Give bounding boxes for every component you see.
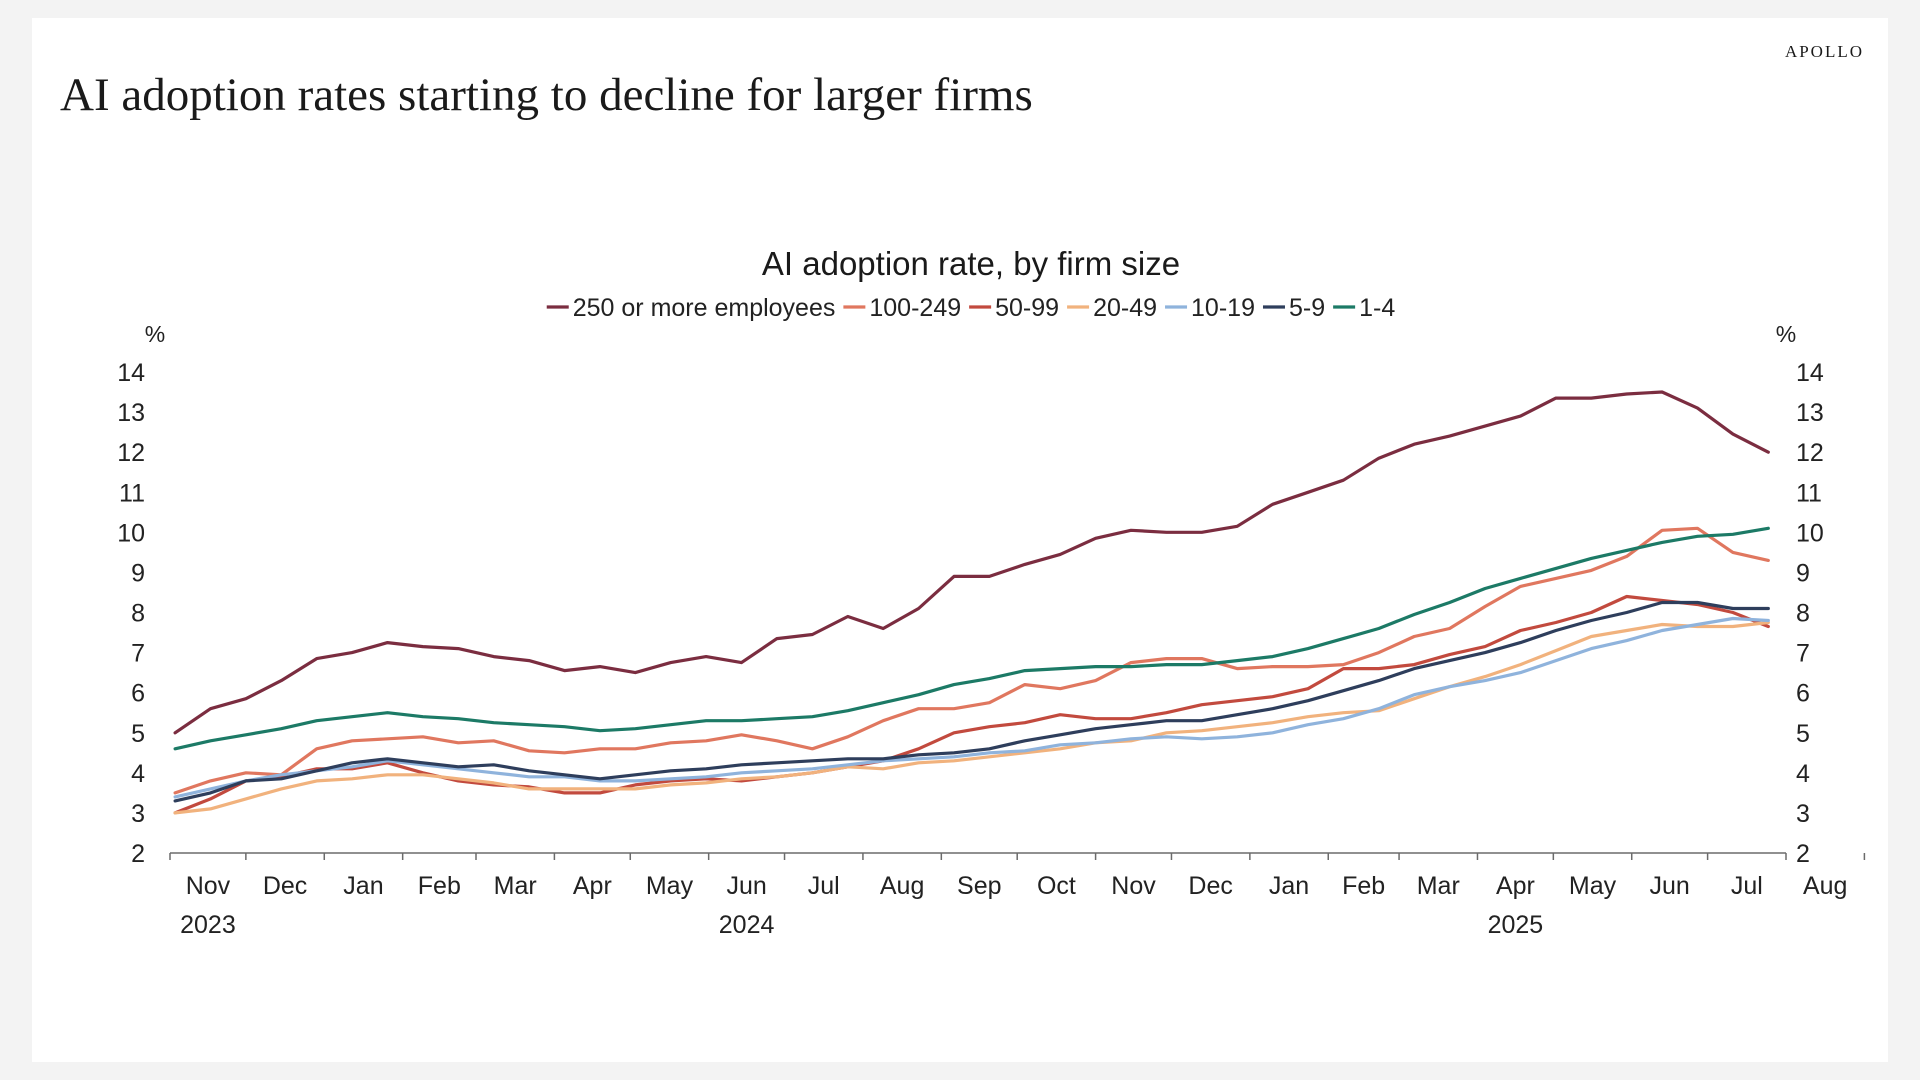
y-tick-label-left: 11 xyxy=(119,479,145,507)
y-tick-label-left: 2 xyxy=(131,840,145,868)
legend-item: 5-9 xyxy=(1262,294,1325,322)
page-title: AI adoption rates starting to decline fo… xyxy=(60,69,1033,121)
y-axis-left: 2 3 4 5 6 7 8 9 10 11 12 13 14 xyxy=(117,359,145,868)
x-year-label: 2023 xyxy=(180,911,236,939)
chart-card xyxy=(32,18,1888,1062)
legend-item: 250 or more employees xyxy=(546,294,836,322)
x-tick-label: May xyxy=(646,872,694,900)
series-line-10-19 xyxy=(173,616,1770,799)
y-tick-label-left: 8 xyxy=(131,600,145,628)
x-tick-label: Oct xyxy=(1037,872,1076,900)
legend-label: 100-249 xyxy=(869,294,961,322)
x-tick-label: Nov xyxy=(186,872,231,900)
x-tick-label: Aug xyxy=(880,872,924,900)
legend-item: 20-49 xyxy=(1067,294,1157,322)
series-line-20-49 xyxy=(173,620,1770,815)
y-tick-label-left: 13 xyxy=(117,399,145,427)
x-tick-label: Apr xyxy=(573,872,612,900)
series-line-5-9 xyxy=(173,600,1770,803)
legend-item: 50-99 xyxy=(969,294,1059,322)
x-tick-label: Apr xyxy=(1496,872,1535,900)
y-tick-label-left: 6 xyxy=(131,680,145,708)
x-tick-label: Jan xyxy=(343,872,383,900)
series-line-250-or-more-employees xyxy=(173,390,1770,735)
legend-label: 5-9 xyxy=(1289,294,1325,322)
x-axis: Nov Dec Jan Feb Mar Apr May Jun Jul Aug Sep Oct Nov D… xyxy=(169,852,1866,939)
y-tick-label-right: 5 xyxy=(1796,720,1810,748)
y-tick-label-right: 2 xyxy=(1796,840,1810,868)
x-tick-label: Jun xyxy=(1650,872,1690,900)
series-layer xyxy=(173,390,1770,815)
x-tick-label: Jan xyxy=(1269,872,1309,900)
legend-item: 1-4 xyxy=(1333,294,1395,322)
brand-logo: APOLLO xyxy=(1784,42,1864,61)
y-tick-label-left: 10 xyxy=(117,519,145,547)
y-tick-label-left: 9 xyxy=(131,559,145,587)
y-tick-label-right: 10 xyxy=(1796,519,1824,547)
y-unit-right: % xyxy=(1776,321,1796,347)
legend-label: 20-49 xyxy=(1093,294,1157,322)
y-tick-label-right: 6 xyxy=(1796,680,1810,708)
y-tick-label-left: 5 xyxy=(131,720,145,748)
y-axis-right: 2 3 4 5 6 7 8 9 10 11 12 13 14 xyxy=(1796,359,1824,868)
x-tick-label: Dec xyxy=(263,872,307,900)
x-tick-label: Aug xyxy=(1803,872,1847,900)
y-tick-label-right: 9 xyxy=(1796,559,1810,587)
chart-title: AI adoption rate, by firm size xyxy=(762,245,1180,282)
x-tick-label: Jul xyxy=(1731,872,1763,900)
legend-label: 250 or more employees xyxy=(573,294,836,322)
legend-label: 50-99 xyxy=(995,294,1059,322)
series-line-100-249 xyxy=(173,526,1770,795)
x-tick-label: Jul xyxy=(808,872,840,900)
x-tick-label: Dec xyxy=(1188,872,1232,900)
y-tick-label-left: 14 xyxy=(117,359,145,387)
x-tick-label: Sep xyxy=(957,872,1001,900)
x-tick-label: Jun xyxy=(726,872,766,900)
y-tick-label-right: 14 xyxy=(1796,359,1824,387)
x-tick-label: May xyxy=(1569,872,1617,900)
y-tick-label-right: 4 xyxy=(1796,760,1810,788)
x-year-label: 2025 xyxy=(1488,911,1544,939)
series-line-1-4 xyxy=(173,526,1770,751)
y-tick-label-right: 3 xyxy=(1796,800,1810,828)
y-unit-left: % xyxy=(145,321,165,347)
y-tick-label-right: 12 xyxy=(1796,439,1824,467)
y-tick-label-left: 3 xyxy=(131,800,145,828)
x-tick-label: Feb xyxy=(418,872,461,900)
x-tick-label: Mar xyxy=(494,872,537,900)
y-tick-label-right: 7 xyxy=(1796,640,1810,668)
y-tick-label-right: 11 xyxy=(1796,479,1822,507)
y-tick-label-right: 13 xyxy=(1796,399,1824,427)
y-tick-label-right: 8 xyxy=(1796,600,1810,628)
legend: 250 or more employees 100-249 50-99 20-49 10… xyxy=(546,294,1395,322)
y-tick-label-left: 12 xyxy=(117,439,145,467)
legend-item: 10-19 xyxy=(1165,294,1255,322)
x-tick-label: Feb xyxy=(1342,872,1385,900)
y-tick-label-left: 4 xyxy=(131,760,145,788)
x-year-label: 2024 xyxy=(719,911,775,939)
legend-item: 100-249 xyxy=(843,294,961,322)
legend-label: 10-19 xyxy=(1191,294,1255,322)
x-tick-label: Nov xyxy=(1111,872,1156,900)
x-tick-label: Mar xyxy=(1417,872,1460,900)
legend-label: 1-4 xyxy=(1359,294,1395,322)
y-tick-label-left: 7 xyxy=(131,640,145,668)
